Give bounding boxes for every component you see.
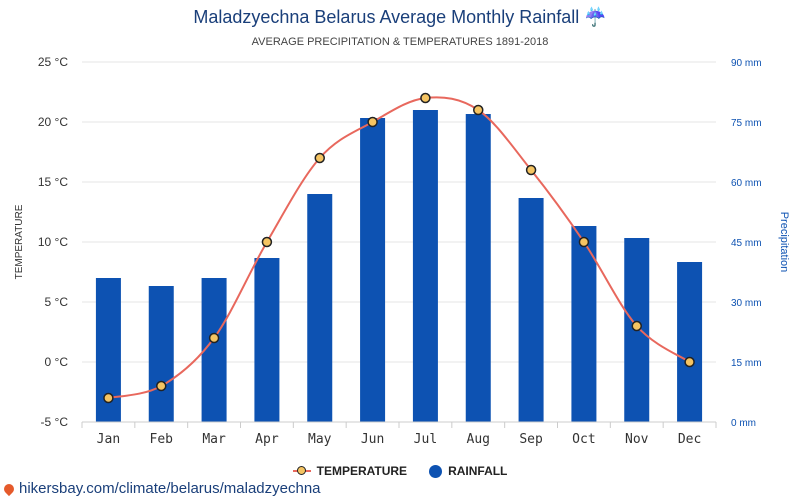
legend-item-temperature[interactable]: TEMPERATURE	[292, 464, 408, 478]
x-tick-label: Jun	[361, 432, 384, 447]
x-tick-label: Mar	[202, 432, 226, 447]
left-tick-label: 15 °C	[38, 175, 68, 189]
legend-label-rainfall: RAINFALL	[448, 464, 508, 478]
temperature-line	[108, 96, 691, 399]
left-tick-label: -5 °C	[41, 415, 69, 429]
x-tick-label: Jan	[97, 432, 120, 447]
x-tick-label: Sep	[519, 432, 543, 447]
temperature-point	[367, 116, 378, 128]
right-tick-label: 30 mm	[731, 298, 762, 309]
temperature-point	[156, 380, 167, 392]
rainfall-bar	[254, 258, 280, 422]
temperature-point	[208, 332, 220, 344]
rainfall-bar	[677, 262, 703, 422]
temperature-point	[684, 356, 695, 368]
x-tick-label: Jul	[414, 432, 437, 447]
left-tick-label: 0 °C	[45, 355, 69, 369]
x-tick-label: Aug	[467, 432, 490, 447]
temperature-point	[578, 236, 590, 248]
x-tick-label: Nov	[625, 432, 649, 447]
x-tick-label: Dec	[678, 432, 701, 447]
right-tick-label: 60 mm	[731, 178, 762, 189]
left-axis-title: TEMPERATURE	[14, 204, 25, 279]
rainfall-dot-icon	[429, 464, 443, 478]
rainfall-bar	[465, 114, 491, 422]
x-tick-label: Feb	[150, 432, 174, 447]
right-tick-label: 75 mm	[731, 118, 762, 129]
temperature-point	[473, 104, 484, 116]
left-tick-label: 10 °C	[38, 235, 68, 249]
left-tick-label: 5 °C	[45, 295, 69, 309]
source-link-text: hikersbay.com/climate/belarus/maladzyech…	[19, 480, 321, 497]
rainfall-bar	[412, 110, 438, 422]
temperature-point	[314, 152, 325, 164]
left-tick-label: 20 °C	[38, 115, 68, 129]
chart-title: Maladzyechna Belarus Average Monthly Rai…	[193, 7, 607, 27]
right-tick-label: 45 mm	[731, 238, 762, 249]
rainfall-bar	[148, 286, 174, 422]
rainfall-bar	[307, 194, 333, 422]
right-axis-title: Precipitation	[778, 212, 790, 273]
right-tick-label: 15 mm	[731, 358, 762, 369]
x-tick-label: May	[308, 432, 332, 447]
chart-legend: TEMPERATURE RAINFALL	[0, 464, 800, 478]
temperature-point	[420, 92, 431, 104]
chart-subtitle: AVERAGE PRECIPITATION & TEMPERATURES 189…	[251, 36, 549, 48]
x-tick-label: Oct	[572, 432, 595, 447]
temperature-point	[103, 392, 114, 404]
rainfall-bar	[518, 198, 544, 422]
rainfall-bar	[360, 118, 386, 422]
x-tick-label: Apr	[255, 432, 279, 447]
temperature-point	[261, 236, 273, 248]
legend-label-temperature: TEMPERATURE	[316, 464, 408, 478]
location-pin-icon	[1, 481, 17, 496]
source-link[interactable]: hikersbay.com/climate/belarus/maladzyech…	[1, 480, 321, 497]
temperature-line-icon	[292, 466, 311, 475]
temperature-point	[631, 320, 642, 332]
legend-item-rainfall[interactable]: RAINFALL	[429, 464, 507, 478]
temperature-point	[525, 164, 537, 176]
right-tick-label: 90 mm	[731, 58, 762, 69]
rainfall-bar	[571, 226, 597, 422]
left-tick-label: 25 °C	[38, 55, 68, 69]
right-tick-label: 0 mm	[731, 418, 756, 429]
